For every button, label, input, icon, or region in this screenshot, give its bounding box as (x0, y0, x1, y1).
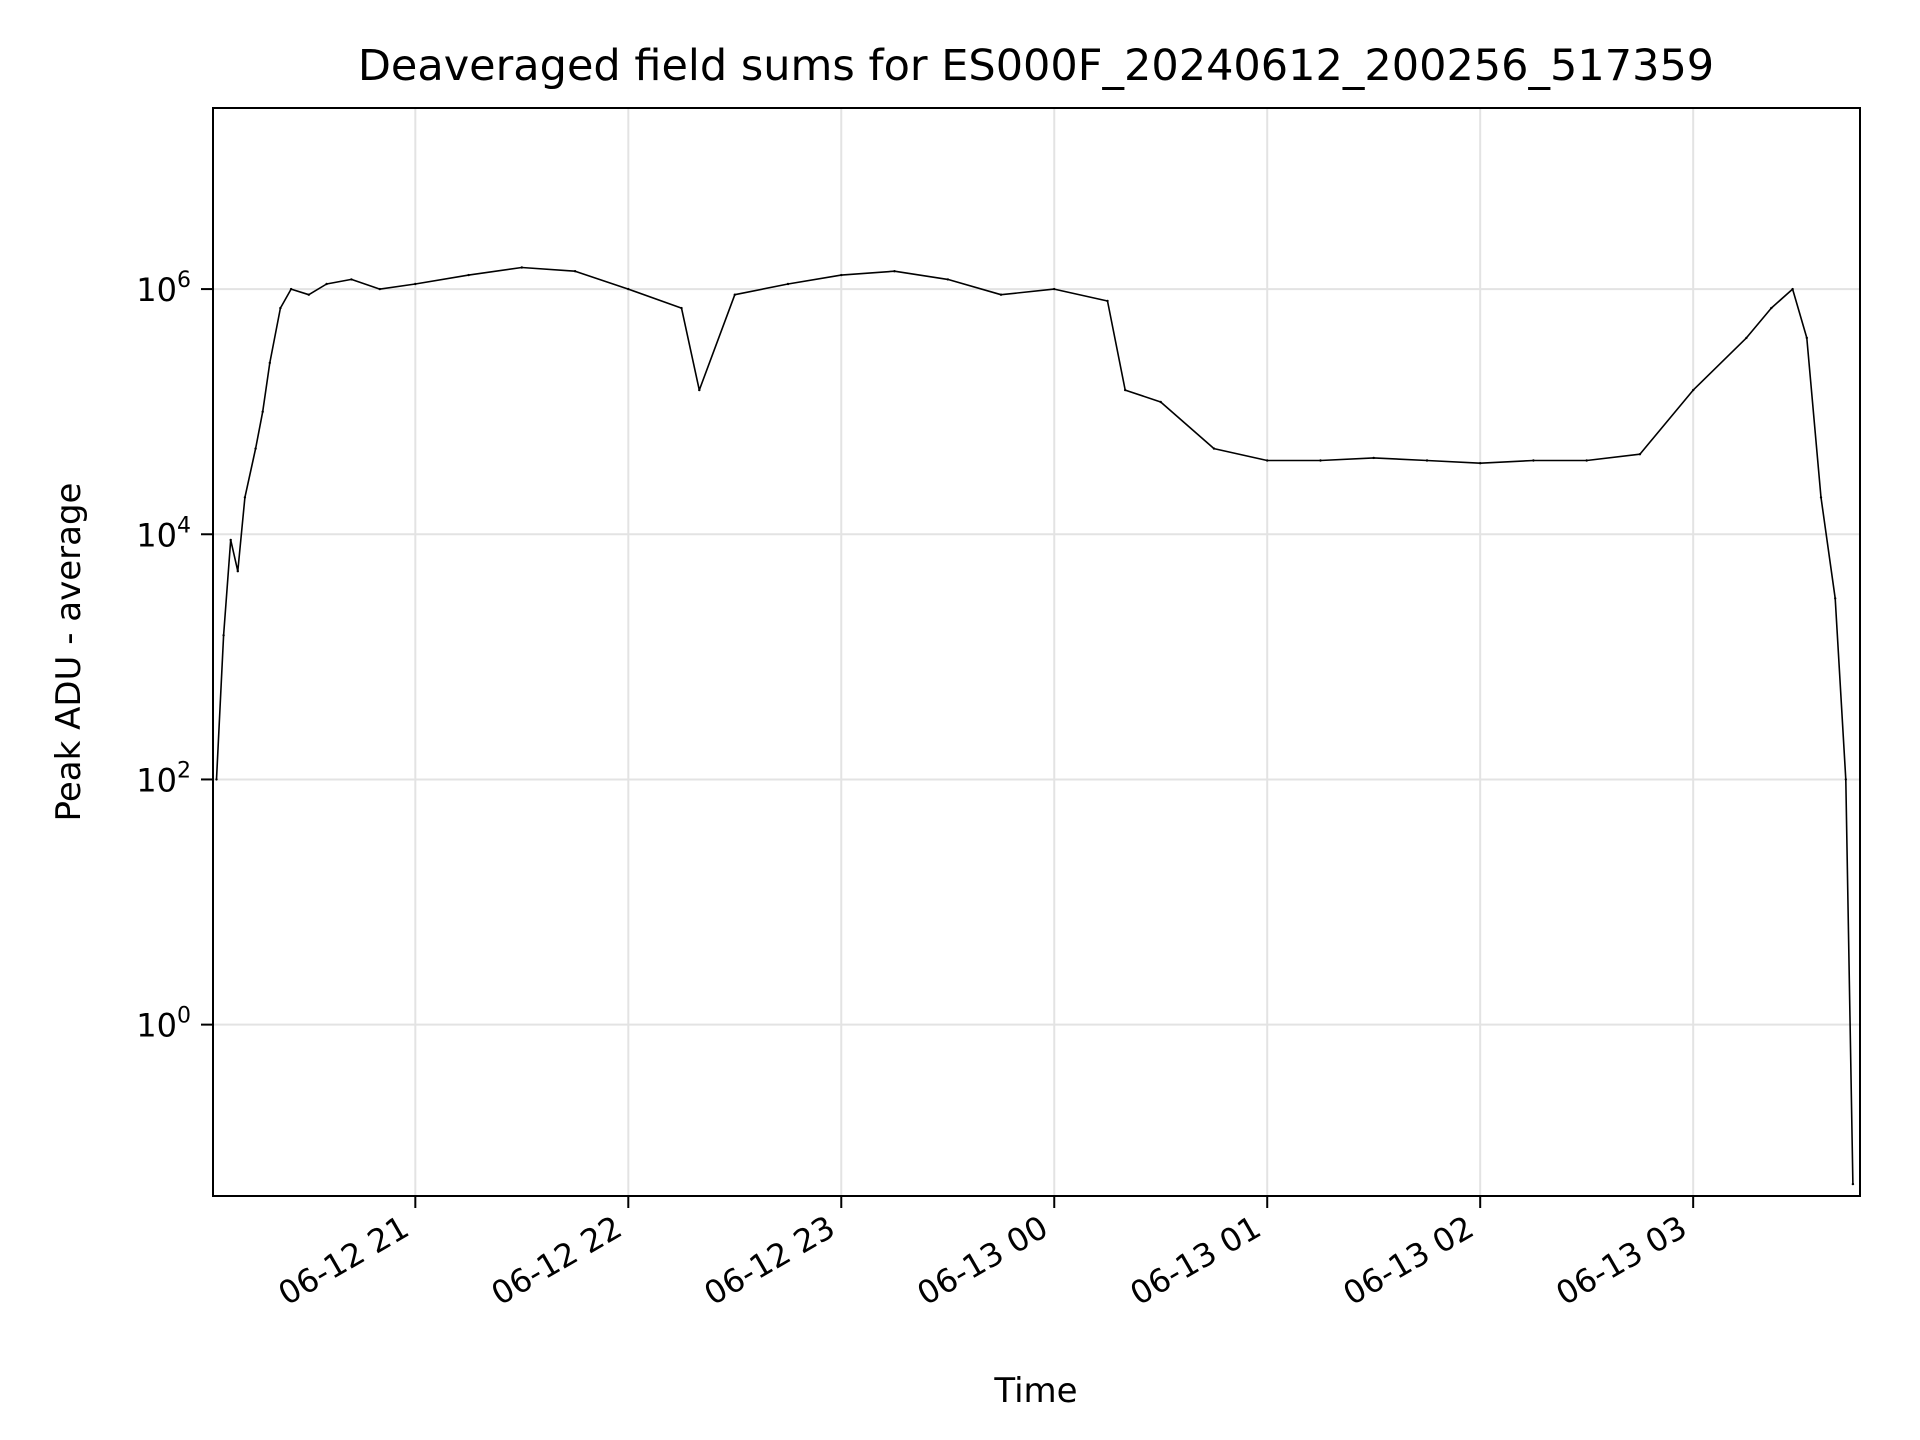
y-axis-label: Peak ADU - average (49, 483, 89, 822)
data-point (733, 293, 736, 296)
data-point (261, 410, 264, 413)
data-point (254, 447, 257, 450)
data-point (1770, 306, 1773, 310)
y-tick-label: 102 (136, 758, 191, 799)
data-point (1791, 287, 1794, 291)
data-point (279, 306, 282, 310)
data-point (1834, 597, 1837, 600)
data-point (1425, 459, 1429, 462)
data-point (1692, 388, 1695, 392)
y-tick-label: 100 (136, 1004, 191, 1045)
data-point (1844, 778, 1848, 781)
x-axis-label: Time (993, 1371, 1077, 1411)
plot-area (215, 266, 1855, 1186)
data-point (573, 270, 577, 273)
y-tick-label: 106 (136, 268, 191, 309)
y-tick-label: 104 (136, 513, 191, 554)
data-point (1124, 388, 1127, 392)
data-point (946, 278, 949, 281)
data-point (786, 282, 790, 286)
data-point (1805, 336, 1809, 340)
data-point (698, 388, 701, 392)
data-point (520, 266, 523, 269)
data-point (1532, 459, 1535, 462)
plot-frame (212, 107, 1861, 1197)
data-point (236, 570, 239, 573)
data-point (1212, 447, 1216, 450)
data-point (999, 293, 1003, 296)
data-point (1585, 459, 1588, 462)
data-point (1851, 1182, 1855, 1186)
data-point (680, 306, 683, 310)
data-point (222, 634, 225, 637)
data-point (1266, 459, 1269, 462)
data-point (229, 538, 232, 542)
data-point (350, 278, 353, 281)
data-point (268, 361, 271, 365)
data-point (1745, 336, 1748, 340)
data-point (1638, 453, 1642, 456)
data-point (627, 287, 630, 291)
data-point (893, 270, 896, 273)
data-point (1159, 400, 1162, 404)
data-point (325, 282, 328, 286)
data-point (1106, 299, 1109, 303)
data-point (1479, 462, 1482, 465)
chart-title: Deaveraged field sums for ES000F_2024061… (358, 41, 1714, 91)
data-point (467, 273, 470, 277)
data-point (289, 287, 293, 291)
data-point (414, 282, 417, 286)
data-point (1372, 456, 1375, 460)
data-point (1319, 459, 1322, 462)
data-point (215, 778, 218, 781)
data-point (378, 287, 381, 291)
data-point (1819, 496, 1823, 499)
data-point (1053, 287, 1056, 291)
y-axis: 100 102 104 106 (136, 268, 213, 1045)
data-point (840, 273, 843, 277)
data-point (243, 496, 247, 499)
data-point (307, 293, 310, 296)
